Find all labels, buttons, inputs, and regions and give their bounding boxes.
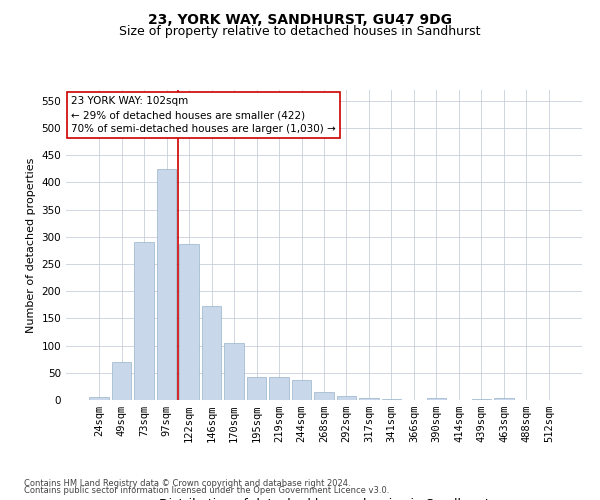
Bar	[179, 244, 199, 400]
Bar	[112, 362, 131, 400]
Bar	[224, 343, 244, 400]
Text: Size of property relative to detached houses in Sandhurst: Size of property relative to detached ho…	[119, 25, 481, 38]
Text: 23, YORK WAY, SANDHURST, GU47 9DG: 23, YORK WAY, SANDHURST, GU47 9DG	[148, 12, 452, 26]
Bar	[247, 377, 266, 400]
Y-axis label: Number of detached properties: Number of detached properties	[26, 158, 36, 332]
Text: Contains HM Land Registry data © Crown copyright and database right 2024.: Contains HM Land Registry data © Crown c…	[24, 478, 350, 488]
Bar	[269, 377, 289, 400]
Text: Contains public sector information licensed under the Open Government Licence v3: Contains public sector information licen…	[24, 486, 389, 495]
Bar	[202, 306, 221, 400]
Bar	[314, 392, 334, 400]
Bar	[157, 169, 176, 400]
Bar	[89, 398, 109, 400]
Bar	[337, 396, 356, 400]
Bar	[427, 398, 446, 400]
X-axis label: Distribution of detached houses by size in Sandhurst: Distribution of detached houses by size …	[158, 498, 490, 500]
Bar	[292, 380, 311, 400]
Bar	[359, 398, 379, 400]
Text: 23 YORK WAY: 102sqm
← 29% of detached houses are smaller (422)
70% of semi-detac: 23 YORK WAY: 102sqm ← 29% of detached ho…	[71, 96, 336, 134]
Bar	[134, 242, 154, 400]
Bar	[494, 398, 514, 400]
